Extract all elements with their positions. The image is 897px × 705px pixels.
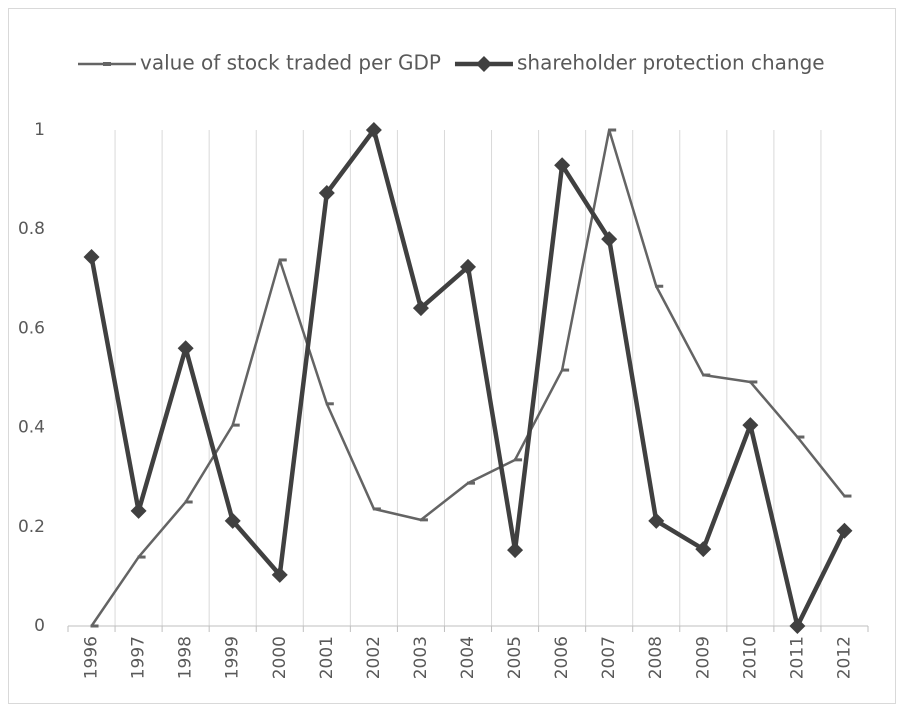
x-tick-label: 2000 <box>270 636 290 679</box>
legend-label: value of stock traded per GDP <box>140 51 441 75</box>
data-point <box>224 512 241 529</box>
data-point <box>648 512 665 529</box>
x-tick-label: 2003 <box>411 636 431 679</box>
data-point <box>365 122 382 138</box>
y-tick-label: 1 <box>34 120 45 140</box>
x-tick-label: 2001 <box>317 636 337 679</box>
data-point <box>742 417 759 434</box>
x-tick-label: 2005 <box>505 636 525 679</box>
x-tick-label: 2009 <box>693 636 713 679</box>
x-tick-label: 2008 <box>646 636 666 679</box>
data-point <box>507 542 524 559</box>
data-point <box>412 300 429 317</box>
data-point <box>695 541 712 558</box>
data-point <box>460 258 476 275</box>
x-tick-label: 2004 <box>458 636 478 679</box>
x-tick-label: 2010 <box>740 636 760 679</box>
x-tick-label: 1999 <box>223 636 243 679</box>
y-tick-label: 0.6 <box>18 318 45 338</box>
x-tick-label: 1998 <box>176 636 196 679</box>
x-tick-label: 1996 <box>82 636 102 679</box>
x-tick-label: 2002 <box>364 636 384 679</box>
y-tick-label: 0.8 <box>18 219 45 239</box>
y-tick-label: 0 <box>34 616 45 636</box>
data-point <box>83 248 100 265</box>
x-tick-label: 1997 <box>129 636 149 679</box>
data-point <box>789 618 806 634</box>
data-point <box>177 340 194 357</box>
data-point <box>271 566 288 583</box>
legend-label: shareholder protection change <box>517 51 825 75</box>
x-tick-label: 2006 <box>552 636 572 679</box>
legend-marker <box>475 56 492 72</box>
data-point <box>836 522 853 539</box>
data-point <box>554 157 571 174</box>
x-tick-label: 2011 <box>787 636 807 679</box>
data-point <box>318 184 335 201</box>
x-tick-label: 2012 <box>834 636 854 679</box>
y-tick-label: 0.4 <box>18 418 45 438</box>
x-tick-label: 2007 <box>599 636 619 679</box>
y-tick-label: 0.2 <box>18 517 45 537</box>
data-point <box>130 502 147 519</box>
data-point <box>601 231 618 248</box>
chart-border <box>8 8 896 704</box>
